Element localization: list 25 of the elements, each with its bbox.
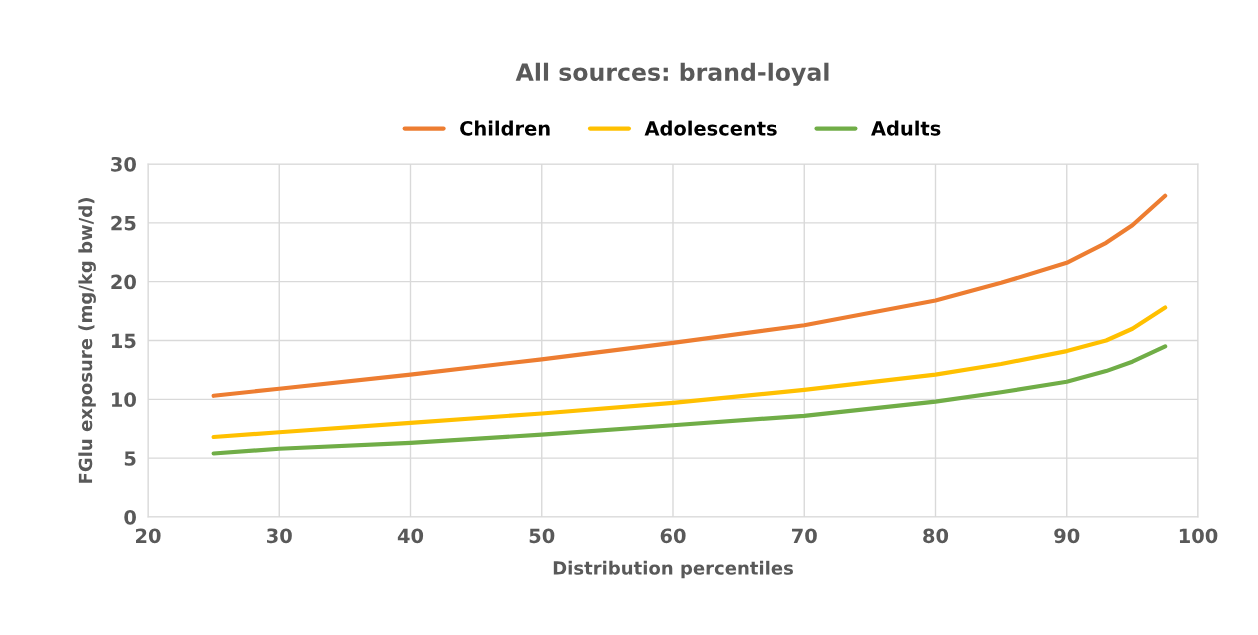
x-tick-label: 20 [136, 528, 161, 544]
x-tick-label: 40 [397, 528, 424, 544]
x-axis-title: Distribution percentiles [553, 560, 793, 579]
chart-title: All sources: brand-loyal [515, 62, 829, 86]
legend-label: Adolescents [644, 120, 777, 136]
line-series [211, 193, 1168, 398]
x-tick-label: 100 [1179, 528, 1218, 544]
y-axis-title: FGlu exposure (mg/kg bw/d) [78, 198, 96, 483]
x-tick-label: 80 [923, 528, 949, 544]
legend-label: Children [460, 120, 550, 136]
y-tick-label: 10 [112, 392, 136, 407]
x-tick-label: 70 [792, 528, 817, 544]
x-tick-label: 60 [660, 528, 686, 544]
y-tick-label: 25 [111, 215, 136, 231]
line-series [211, 344, 1168, 456]
y-tick-label: 20 [111, 274, 136, 290]
legend-label: Adults [871, 120, 941, 136]
x-tick-label: 90 [1054, 528, 1080, 544]
line-series [211, 305, 1168, 440]
y-tick-label: 5 [124, 451, 136, 466]
x-tick-label: 30 [267, 528, 292, 544]
y-tick-label: 0 [124, 509, 136, 525]
x-tick-label: 50 [529, 528, 555, 544]
y-tick-label: 15 [112, 333, 136, 349]
y-tick-label: 30 [111, 156, 136, 172]
